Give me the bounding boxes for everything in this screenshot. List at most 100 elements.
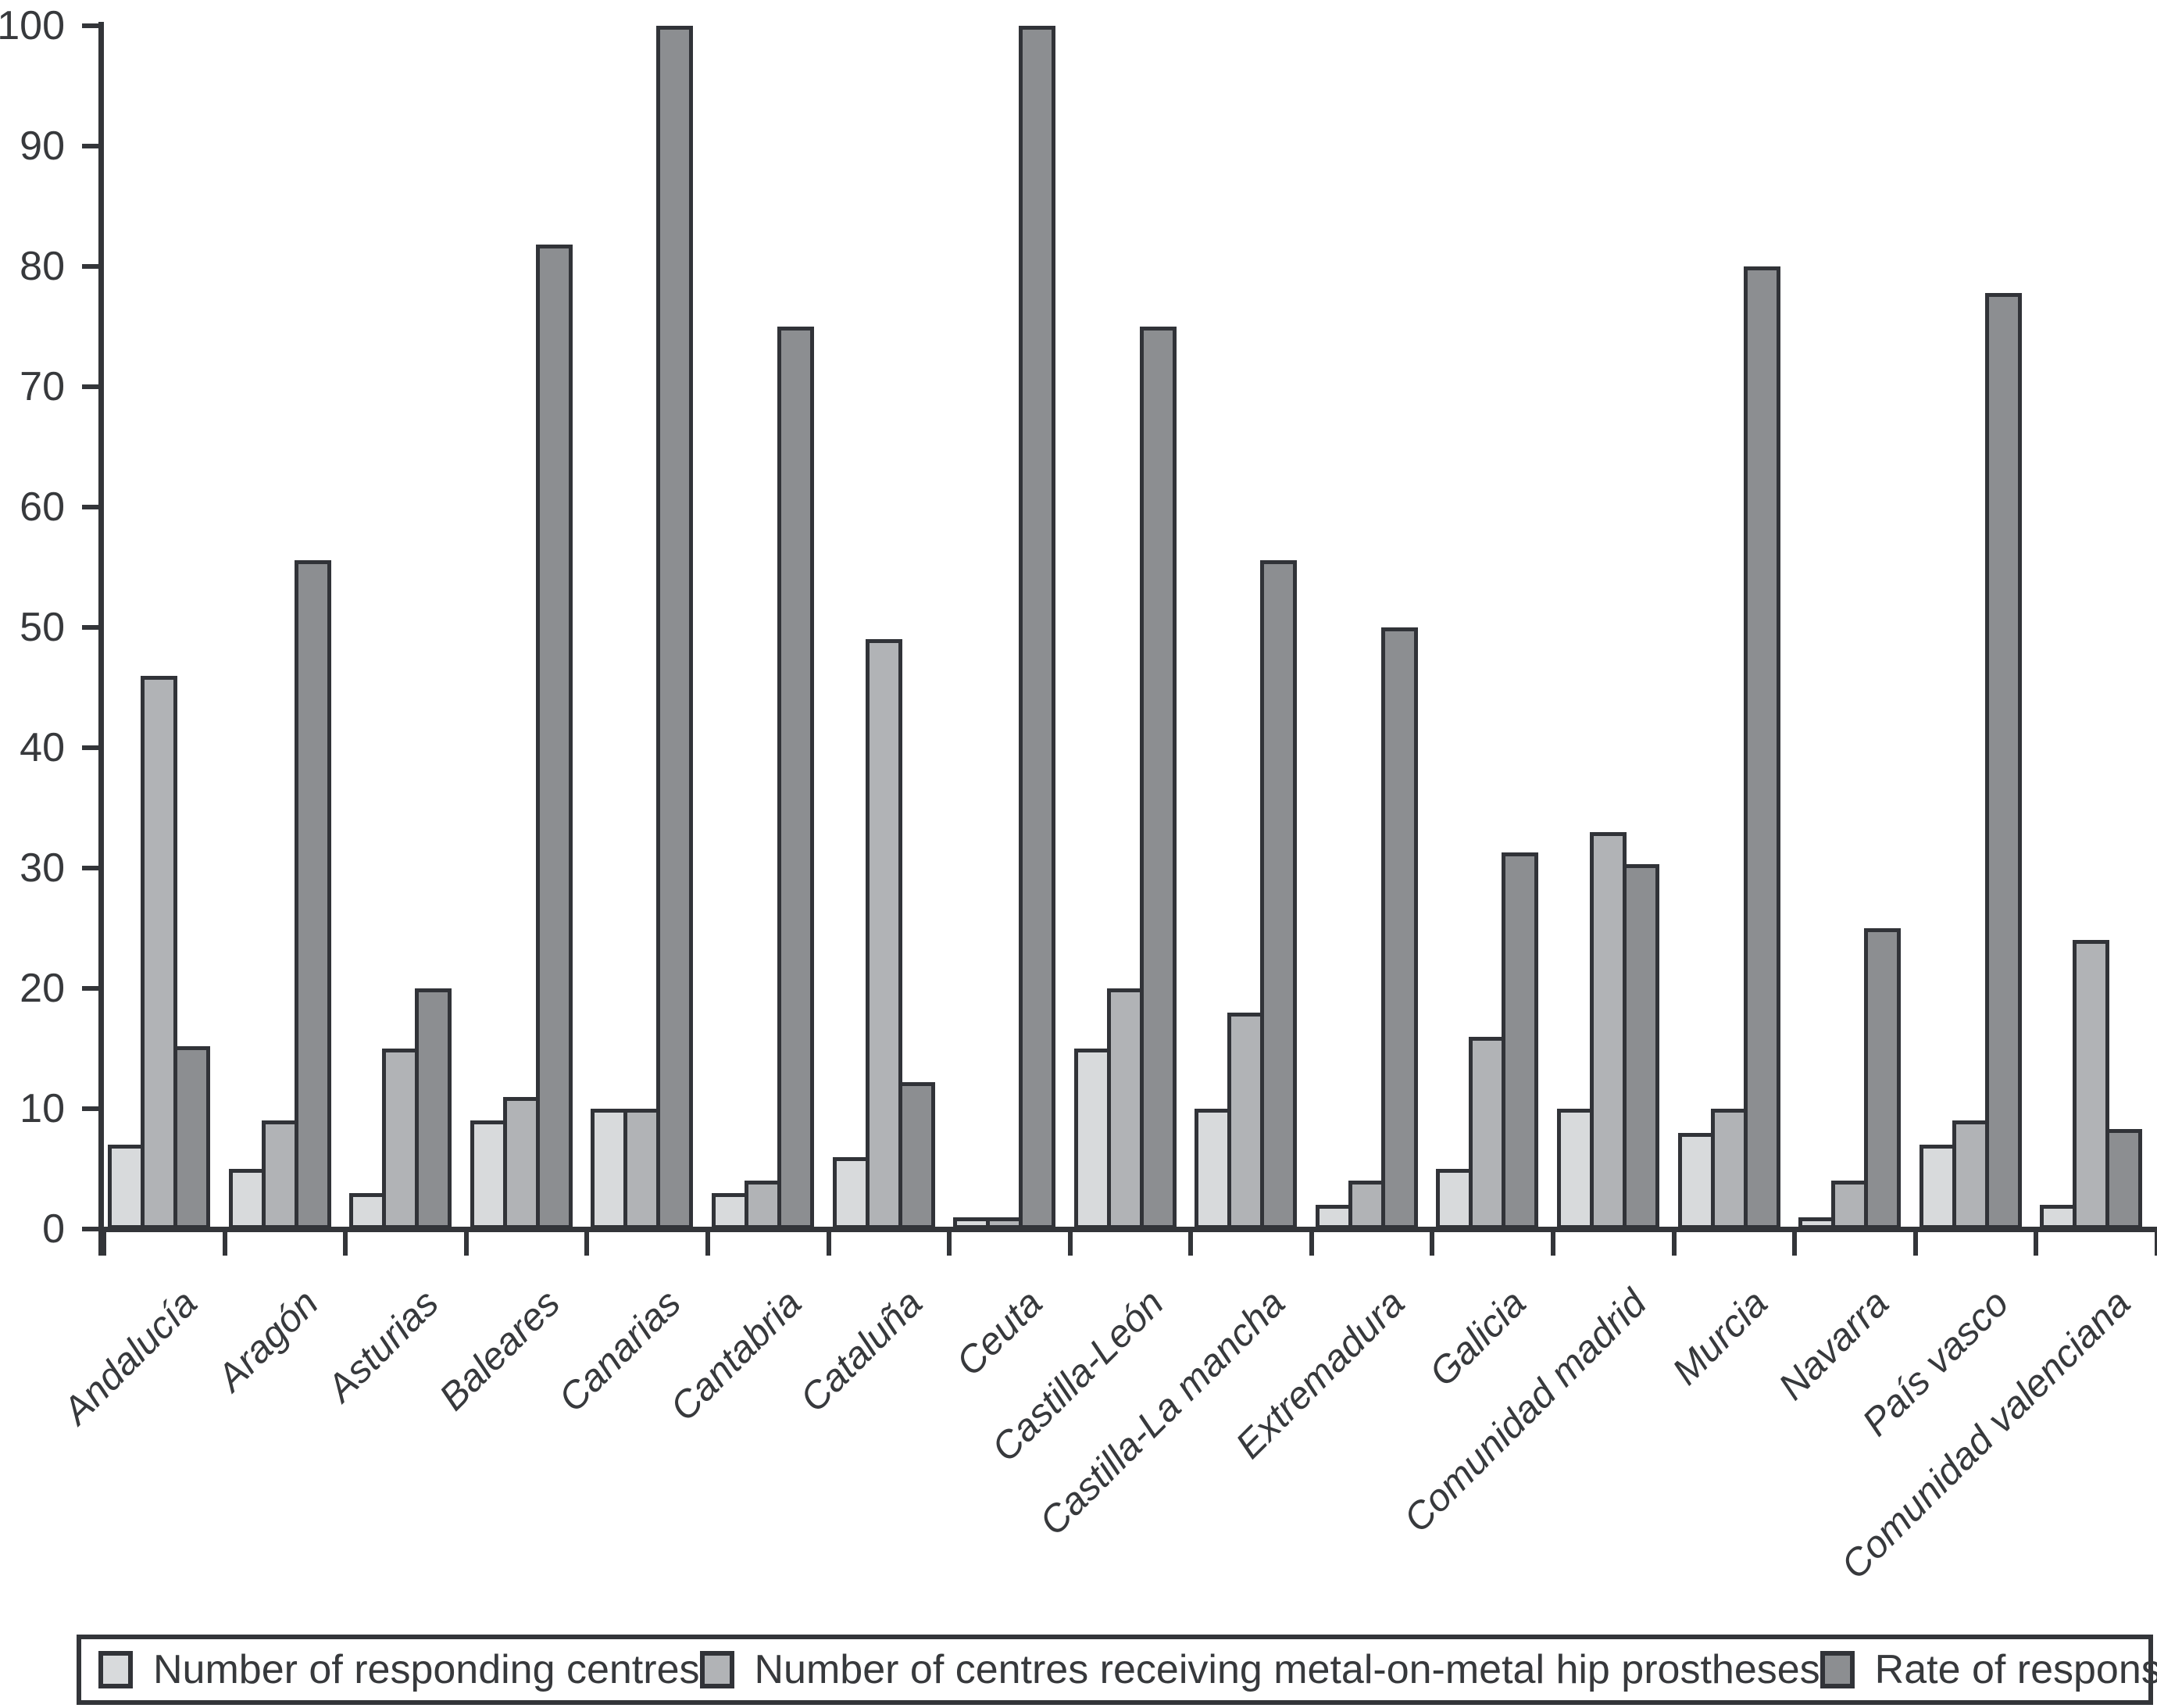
x-axis-tick: [1792, 1232, 1797, 1256]
x-axis-tick: [1068, 1232, 1073, 1256]
bar: [1316, 1205, 1352, 1229]
legend-label: Number of centres receiving metal-on-met…: [754, 1647, 1820, 1692]
x-axis-tick: [1430, 1232, 1434, 1256]
bar: [108, 1145, 145, 1229]
bar: [745, 1181, 781, 1229]
x-axis-label: Aragón: [209, 1281, 327, 1399]
bar: [1590, 832, 1627, 1229]
x-axis-tick: [102, 1232, 106, 1256]
bar: [591, 1109, 627, 1229]
y-axis-tick: [82, 986, 104, 991]
bar: [2040, 1205, 2077, 1229]
x-axis-label: Cataluña: [792, 1281, 930, 1420]
y-axis-tick: [82, 745, 104, 750]
legend-label: Rate of response (%): [1874, 1647, 2157, 1692]
plot-area: [104, 26, 2157, 1229]
bar: [1195, 1109, 1231, 1229]
bar: [1744, 266, 1780, 1229]
x-axis-label: Asturias: [319, 1281, 447, 1410]
bar: [229, 1169, 266, 1229]
bar: [1831, 1181, 1868, 1229]
legend-swatch-dark-icon: [1820, 1651, 1855, 1688]
x-axis-label: Andalucía: [55, 1281, 205, 1433]
y-axis-tick-label: 20: [20, 966, 65, 1011]
x-axis-tick: [464, 1232, 469, 1256]
bar: [1678, 1133, 1715, 1229]
x-axis-tick: [705, 1232, 710, 1256]
x-axis-tick: [584, 1232, 589, 1256]
y-axis-tick-label: 70: [20, 364, 65, 409]
bar: [1864, 928, 1901, 1229]
bar: [1985, 293, 2022, 1229]
bar: [777, 327, 814, 1229]
bar: [1502, 852, 1538, 1229]
bar: [1074, 1049, 1111, 1229]
bar: [470, 1120, 507, 1229]
legend-swatch-medium-icon: [699, 1651, 734, 1688]
legend-item-rate-of-response: Rate of response (%): [1820, 1646, 2157, 1693]
bar: [656, 26, 693, 1229]
y-axis-tick-label: 30: [20, 845, 65, 891]
y-axis-tick-label: 90: [20, 123, 65, 169]
x-axis-tick: [2034, 1232, 2038, 1256]
bar: [1920, 1145, 1956, 1229]
bar: [262, 1120, 298, 1229]
x-axis-tick: [1913, 1232, 1918, 1256]
bar: [2073, 940, 2109, 1229]
bar: [1140, 327, 1177, 1229]
bar: [1348, 1181, 1385, 1229]
legend-swatch-light-icon: [98, 1651, 133, 1688]
bar: [1711, 1109, 1748, 1229]
bar: [382, 1049, 419, 1229]
bar: [1436, 1169, 1473, 1229]
y-axis-tick: [82, 625, 104, 630]
legend: Number of responding centres Number of c…: [77, 1635, 2157, 1705]
x-axis-label: Murcia: [1664, 1281, 1776, 1393]
y-axis-line: [98, 22, 104, 1256]
bar: [833, 1157, 870, 1229]
y-axis-tick: [82, 264, 104, 269]
y-axis-tick-label: 80: [20, 244, 65, 289]
x-axis-tick: [343, 1232, 348, 1256]
x-axis-label: Galicia: [1421, 1281, 1534, 1395]
bar: [415, 988, 452, 1229]
bar: [866, 639, 902, 1229]
bar: [1260, 560, 1297, 1229]
bar: [712, 1193, 748, 1229]
y-axis-tick-label: 100: [0, 3, 65, 48]
bar: [1952, 1120, 1989, 1229]
x-axis-tick: [827, 1232, 831, 1256]
y-axis-tick: [82, 23, 104, 28]
bar: [141, 676, 177, 1229]
x-axis-label: Baleares: [430, 1281, 568, 1419]
y-axis-tick-label: 0: [42, 1206, 65, 1252]
bar: [1019, 26, 1055, 1229]
legend-label: Number of responding centres: [153, 1647, 700, 1692]
x-axis-line: [98, 1227, 2157, 1232]
y-axis-tick: [82, 144, 104, 148]
bar: [1107, 988, 1144, 1229]
x-axis-label: Ceuta: [948, 1281, 1051, 1385]
y-axis-tick-label: 10: [20, 1086, 65, 1131]
bar: [295, 560, 331, 1229]
bar: [1623, 864, 1659, 1229]
bar: [2105, 1129, 2142, 1229]
bar: [1227, 1013, 1264, 1229]
bar: [503, 1097, 540, 1229]
bar: [173, 1046, 210, 1229]
y-axis-tick: [82, 505, 104, 509]
x-axis-tick: [1551, 1232, 1555, 1256]
bar: [1557, 1109, 1594, 1229]
bar: [349, 1193, 386, 1229]
legend-item-receiving-centres: Number of centres receiving metal-on-met…: [699, 1646, 1820, 1693]
x-axis-tick: [1188, 1232, 1193, 1256]
bar: [1469, 1037, 1505, 1229]
x-axis-tick: [1672, 1232, 1677, 1256]
y-axis-tick-label: 60: [20, 484, 65, 530]
y-axis-tick-label: 50: [20, 605, 65, 650]
bar: [536, 245, 573, 1229]
x-axis-tick: [1309, 1232, 1314, 1256]
y-axis-tick: [82, 384, 104, 389]
bar: [623, 1109, 660, 1229]
